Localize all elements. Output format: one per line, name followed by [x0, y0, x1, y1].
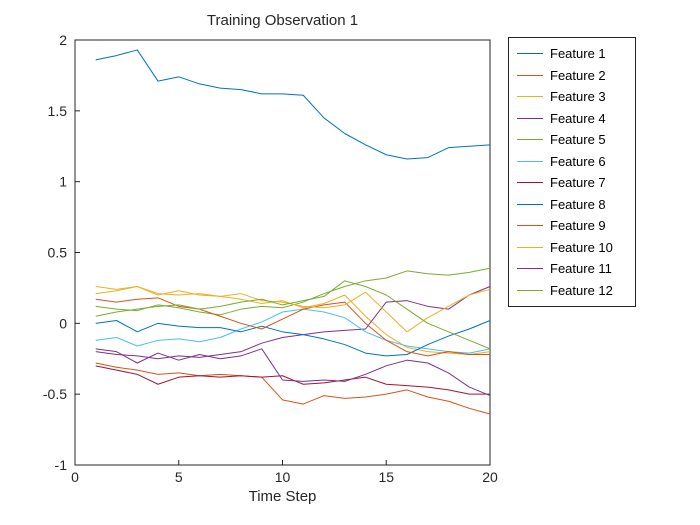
x-axis-label: Time Step [248, 488, 317, 505]
x-tick-label: 5 [175, 469, 183, 485]
legend-item: Feature 8 [517, 194, 635, 216]
series-line-feature-5 [95, 267, 491, 316]
series-line-feature-3 [95, 286, 491, 355]
y-tick-label: 1.5 [48, 103, 68, 119]
x-tick-label: 10 [275, 469, 291, 485]
legend-line-sample [517, 96, 543, 98]
legend-item: Feature 4 [517, 108, 635, 130]
legend-label: Feature 2 [550, 67, 606, 83]
y-tick-label: 0 [59, 315, 67, 331]
y-tick-label: 2 [59, 32, 67, 48]
series-line-feature-6 [95, 308, 491, 354]
series-line-feature-8 [95, 320, 491, 357]
legend-line-sample [517, 289, 543, 291]
series-line-feature-11 [95, 348, 491, 397]
legend-line-sample [517, 53, 543, 55]
x-tick-label: 20 [482, 469, 498, 485]
series-line-feature-1 [95, 49, 491, 160]
series-line-feature-12 [95, 280, 491, 350]
axes-box [74, 39, 491, 466]
legend-line-sample [517, 160, 543, 162]
legend-label: Feature 7 [550, 175, 606, 191]
legend-label: Feature 1 [550, 46, 606, 62]
y-tick-label: -0.5 [43, 386, 67, 402]
legend-line-sample [517, 246, 543, 248]
legend-item: Feature 12 [517, 280, 635, 302]
legend-line-sample [517, 268, 543, 270]
series-line-feature-9 [95, 297, 490, 357]
legend-label: Feature 12 [550, 282, 613, 298]
chart-title: Training Observation 1 [206, 12, 359, 29]
legend-line-sample [517, 74, 543, 76]
legend: Feature 1 Feature 2 Feature 3 Feature 4 Feat… [508, 37, 636, 307]
legend-item: Feature 10 [517, 237, 635, 259]
legend-label: Feature 10 [550, 239, 613, 255]
series-line-feature-4 [95, 286, 491, 360]
legend-line-sample [517, 225, 543, 227]
legend-item: Feature 9 [517, 215, 635, 237]
legend-line-sample [517, 139, 543, 141]
legend-label: Feature 8 [550, 196, 606, 212]
x-tick-label: 15 [378, 469, 394, 485]
legend-label: Feature 6 [550, 153, 606, 169]
legend-item: Feature 6 [517, 151, 635, 173]
legend-label: Feature 9 [550, 218, 606, 234]
y-tick-label: 0.5 [48, 245, 68, 261]
legend-item: Feature 3 [517, 86, 635, 108]
legend-line-sample [517, 182, 543, 184]
x-tick-label: 0 [71, 469, 79, 485]
legend-line-sample [517, 117, 543, 119]
y-tick-label: 1 [59, 174, 67, 190]
legend-label: Feature 11 [550, 261, 612, 277]
legend-item: Feature 7 [517, 172, 635, 194]
legend-label: Feature 4 [550, 110, 606, 126]
legend-line-sample [517, 203, 543, 205]
legend-item: Feature 1 [517, 43, 635, 65]
legend-item: Feature 2 [517, 65, 635, 87]
legend-item: Feature 11 [517, 258, 635, 280]
legend-label: Feature 3 [550, 89, 606, 105]
legend-item: Feature 5 [517, 129, 635, 151]
legend-label: Feature 5 [550, 132, 606, 148]
series-line-feature-7 [95, 365, 490, 395]
series-line-feature-10 [95, 286, 491, 333]
series-line-feature-2 [95, 362, 491, 415]
y-tick-label: -1 [55, 457, 68, 473]
